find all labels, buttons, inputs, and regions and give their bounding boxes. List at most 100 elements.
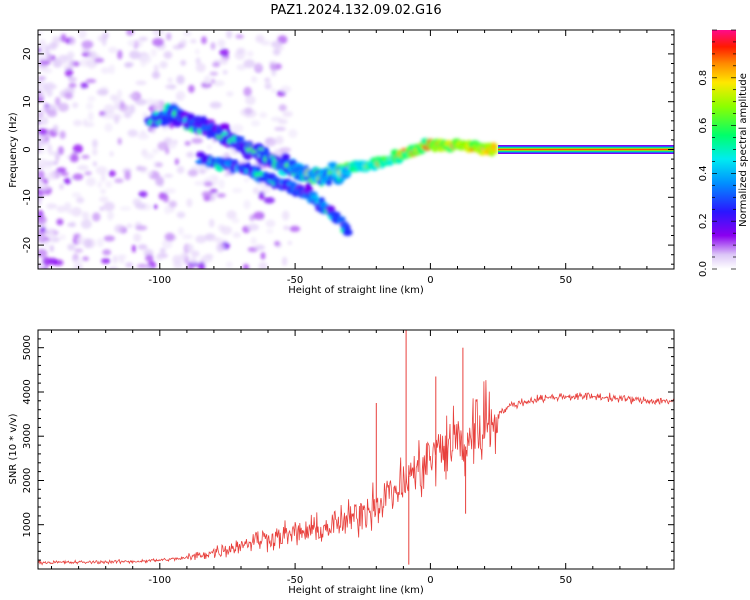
- heatmap-noise-cell: [135, 225, 148, 231]
- x-tick-label: -50: [287, 275, 303, 286]
- heatmap-noise-cell: [255, 34, 265, 43]
- heatmap-noise-cell: [119, 100, 125, 109]
- heatmap-noise-cell: [218, 179, 225, 189]
- heatmap-noise-cell: [56, 218, 64, 226]
- x-tick-label: -100: [148, 275, 171, 286]
- heatmap-noise-cell: [67, 222, 76, 227]
- heatmap-noise-cell: [250, 237, 257, 245]
- heatmap-noise-cell: [253, 211, 265, 220]
- heatmap-noise-cell: [195, 57, 201, 65]
- heatmap-noise-cell: [151, 126, 156, 135]
- heatmap-ridge-cell: [160, 119, 172, 125]
- heatmap-ridge-cell: [263, 146, 269, 155]
- heatmap-noise-cell: [195, 63, 206, 73]
- heatmap-noise-cell: [64, 67, 74, 78]
- heatmap-noise-cell: [247, 223, 259, 231]
- heatmap-noise-cell: [124, 170, 131, 181]
- heatmap-noise-cell: [274, 240, 281, 247]
- heatmap-marks: [38, 30, 674, 269]
- heatmap-noise-cell: [100, 188, 106, 194]
- figure-title: PAZ1.2024.132.09.02.G16: [270, 3, 441, 18]
- heatmap-noise-cell: [82, 256, 89, 262]
- heatmap-noise-cell: [38, 158, 48, 168]
- heatmap-noise-cell: [52, 35, 59, 43]
- heatmap-noise-cell: [128, 104, 136, 114]
- heatmap-noise-cell: [175, 90, 186, 101]
- heatmap-noise-cell: [117, 89, 122, 98]
- snr-panel: -100 -50 0 50 1000 2000 3000 4000 5000 Height of…: [8, 329, 675, 596]
- heatmap-noise-cell: [281, 210, 290, 221]
- heatmap-noise-cell: [174, 158, 179, 166]
- heatmap-noise-cell: [153, 204, 158, 210]
- heatmap-noise-cell: [38, 199, 42, 206]
- heatmap-noise-cell: [68, 82, 77, 88]
- heatmap-noise-cell: [71, 192, 81, 198]
- heatmap-noise-cell: [224, 172, 229, 177]
- heatmap-noise-cell: [243, 59, 255, 69]
- heatmap-noise-cell: [226, 210, 237, 220]
- heatmap-noise-cell: [81, 154, 90, 159]
- heatmap-noise-cell: [263, 197, 275, 204]
- heatmap-noise-cell: [155, 176, 165, 187]
- heatmap-noise-cell: [101, 36, 107, 47]
- heatmap-noise-cell: [99, 206, 104, 211]
- heatmap-ridge-cell: [235, 138, 241, 143]
- colorbar-tick-label: 0.0: [698, 261, 709, 277]
- heatmap-noise-cell: [108, 170, 116, 177]
- heatmap-noise-cell: [244, 107, 253, 115]
- heatmap-noise-cell: [72, 259, 84, 265]
- heatmap-noise-cell: [177, 227, 184, 235]
- heatmap-noise-cell: [244, 177, 249, 183]
- heatmap-noise-cell: [103, 235, 116, 242]
- heatmap-noise-cell: [164, 205, 171, 215]
- heatmap-noise-cell: [194, 181, 206, 186]
- heatmap-noise-cell: [99, 196, 109, 203]
- heatmap-noise-cell: [42, 256, 51, 267]
- heatmap-noise-cell: [70, 38, 76, 46]
- y-tick-label: 4000: [22, 379, 33, 404]
- snr-series-line: [38, 380, 674, 566]
- heatmap-noise-cell: [114, 102, 121, 110]
- heatmap-noise-cell: [231, 124, 244, 133]
- heatmap-noise-cell: [104, 123, 113, 133]
- heatmap-noise-cell: [207, 144, 212, 150]
- heatmap-noise-cell: [81, 40, 94, 49]
- heatmap-noise-cell: [167, 77, 173, 84]
- heatmap-noise-cell: [102, 249, 112, 256]
- heatmap-noise-cell: [246, 50, 254, 58]
- heatmap-noise-cell: [83, 238, 92, 249]
- heatmap-noise-cell: [269, 62, 276, 71]
- colorbar-tick-label: 0.2: [698, 213, 709, 229]
- heatmap-noise-cell: [186, 151, 195, 158]
- heatmap-noise-cell: [76, 236, 86, 246]
- x-tick-label: 0: [427, 575, 433, 586]
- heatmap-noise-cell: [278, 118, 288, 125]
- heatmap-noise-cell: [43, 116, 49, 122]
- heatmap-noise-cell: [57, 54, 69, 64]
- heatmap-noise-cell: [101, 258, 111, 264]
- heatmap-noise-cell: [86, 102, 94, 110]
- heatmap-noise-cell: [137, 133, 149, 140]
- heatmap-noise-cell: [186, 264, 194, 269]
- heatmap-noise-cell: [226, 91, 234, 97]
- heatmap-noise-cell: [195, 48, 200, 55]
- heatmap-noise-cell: [265, 137, 273, 143]
- snr-xlabel: Height of straight line (km): [288, 585, 424, 596]
- x-tick-label: 50: [559, 275, 572, 286]
- heatmap-ridge-cell: [219, 123, 230, 131]
- heatmap-noise-cell: [86, 58, 97, 69]
- heatmap-noise-cell: [138, 36, 148, 42]
- heatmap-noise-cell: [197, 261, 206, 269]
- heatmap-noise-cell: [260, 252, 266, 260]
- heatmap-noise-cell: [57, 102, 69, 112]
- heatmap-noise-cell: [40, 226, 46, 232]
- heatmap-noise-cell: [68, 59, 74, 70]
- heatmap-noise-cell: [164, 232, 175, 242]
- heatmap-noise-cell: [243, 86, 252, 97]
- snr-spikes: [375, 330, 467, 565]
- heatmap-noise-cell: [188, 84, 195, 93]
- heatmap-noise-cell: [87, 50, 97, 59]
- heatmap-noise-cell: [186, 198, 193, 208]
- heatmap-noise-cell: [100, 172, 106, 183]
